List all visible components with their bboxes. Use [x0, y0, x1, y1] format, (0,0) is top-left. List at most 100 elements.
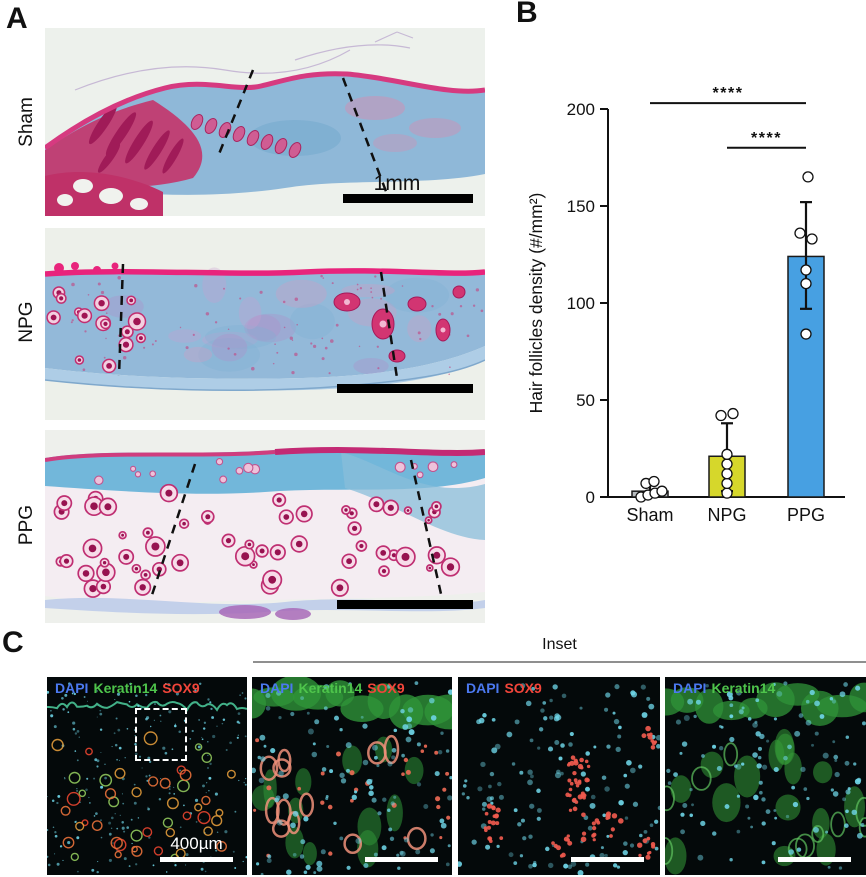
dapi-nucleus	[682, 803, 688, 808]
dapi-nucleus	[148, 836, 151, 839]
dapi-nucleus	[825, 830, 829, 834]
dapi-nucleus	[108, 832, 112, 836]
sox9-dot	[434, 750, 439, 755]
keratin14-band	[849, 682, 866, 713]
dapi-nucleus	[718, 724, 722, 728]
dapi-nucleus	[513, 808, 518, 813]
dapi-nucleus	[618, 799, 624, 806]
dapi-nucleus	[416, 742, 421, 747]
dapi-nucleus	[729, 858, 733, 862]
dapi-nucleus	[477, 786, 483, 792]
dapi-nucleus	[110, 816, 114, 820]
dapi-nucleus	[705, 684, 709, 688]
follicle-ring	[114, 850, 122, 859]
dapi-nucleus	[834, 771, 840, 778]
dapi-nucleus	[856, 832, 863, 839]
dapi-nucleus	[59, 845, 63, 848]
dapi-nucleus	[738, 709, 744, 715]
dapi-nucleus	[164, 683, 167, 685]
dapi-nucleus	[646, 696, 651, 701]
immunofluorescence-image	[458, 683, 660, 875]
dapi-nucleus	[440, 822, 447, 829]
dapi-nucleus	[189, 738, 192, 740]
dapi-nucleus	[72, 727, 76, 731]
dapi-nucleus	[323, 684, 330, 690]
dapi-nucleus	[587, 825, 593, 831]
dapi-nucleus	[97, 705, 99, 707]
sox9-dot	[567, 778, 572, 783]
dapi-nucleus	[514, 719, 520, 725]
sox9-dot	[403, 836, 407, 840]
dapi-nucleus	[306, 711, 310, 715]
immunofluorescence-image	[252, 677, 452, 875]
dapi-nucleus	[239, 694, 241, 696]
dapi-nucleus	[326, 744, 330, 749]
dapi-nucleus	[174, 724, 177, 728]
dapi-nucleus	[47, 855, 49, 858]
panel-c-image-inset-dapi-keratin14: DAPI Keratin14	[665, 677, 866, 875]
dapi-nucleus	[401, 753, 405, 758]
dapi-nucleus	[57, 794, 61, 798]
dapi-nucleus	[558, 756, 563, 761]
data-point	[806, 233, 818, 245]
dapi-nucleus	[548, 862, 554, 869]
dapi-nucleus	[615, 746, 621, 753]
y-tick-label: 0	[586, 488, 595, 507]
dapi-nucleus	[179, 769, 182, 772]
follicle-ring	[197, 811, 211, 825]
sox9-dot	[591, 821, 596, 826]
dapi-nucleus	[536, 788, 541, 794]
dapi-nucleus	[792, 801, 799, 808]
dapi-nucleus	[741, 762, 745, 766]
dapi-nucleus	[265, 706, 271, 711]
data-point	[721, 477, 733, 490]
dapi-nucleus	[265, 692, 271, 699]
dapi-nucleus	[194, 798, 199, 802]
sox9-dot	[618, 818, 624, 824]
inset-bracket-line	[253, 661, 866, 663]
dapi-nucleus	[481, 801, 488, 807]
sox9-dot	[495, 821, 500, 826]
dapi-nucleus	[168, 710, 172, 714]
dapi-nucleus	[656, 743, 660, 749]
follicle-row	[190, 114, 302, 158]
dapi-nucleus	[100, 785, 104, 789]
follicle-ring	[131, 845, 138, 853]
sox9-ring	[343, 833, 363, 855]
sox9-dot	[646, 851, 651, 855]
dapi-nucleus	[67, 841, 71, 845]
dapi-nucleus	[681, 741, 688, 747]
sox9-dot	[253, 808, 257, 812]
dapi-nucleus	[494, 743, 501, 750]
dapi-nucleus	[844, 823, 849, 828]
dapi-nucleus	[126, 727, 129, 730]
sox9-dot	[569, 781, 574, 786]
tissue-wisps	[74, 31, 414, 91]
sox9-ring	[277, 748, 292, 773]
dapi-nucleus	[622, 849, 628, 856]
dapi-nucleus	[761, 764, 768, 770]
dapi-nucleus	[617, 734, 622, 739]
dapi-nucleus	[729, 736, 735, 743]
follicle-ring	[78, 789, 87, 798]
dapi-nucleus	[753, 794, 759, 801]
epidermis	[45, 71, 485, 151]
dapi-nucleus	[416, 782, 422, 787]
dapi-nucleus	[185, 864, 187, 866]
dapi-nucleus	[135, 694, 138, 698]
dapi-nucleus	[540, 708, 545, 713]
row-label-npg: NPG	[16, 301, 37, 343]
dapi-nucleus	[116, 692, 121, 696]
dapi-nucleus	[643, 830, 648, 834]
dapi-nucleus	[114, 743, 118, 747]
dapi-nucleus	[745, 804, 750, 809]
dapi-nucleus	[68, 682, 71, 686]
dapi-nucleus	[123, 857, 127, 861]
dapi-nucleus	[593, 745, 597, 749]
dapi-nucleus	[648, 703, 655, 710]
follicle-ring	[201, 795, 211, 806]
dapi-nucleus	[237, 712, 241, 715]
sox9-dot	[435, 796, 441, 802]
follicle-ring	[215, 808, 224, 817]
dapi-nucleus	[147, 806, 149, 808]
